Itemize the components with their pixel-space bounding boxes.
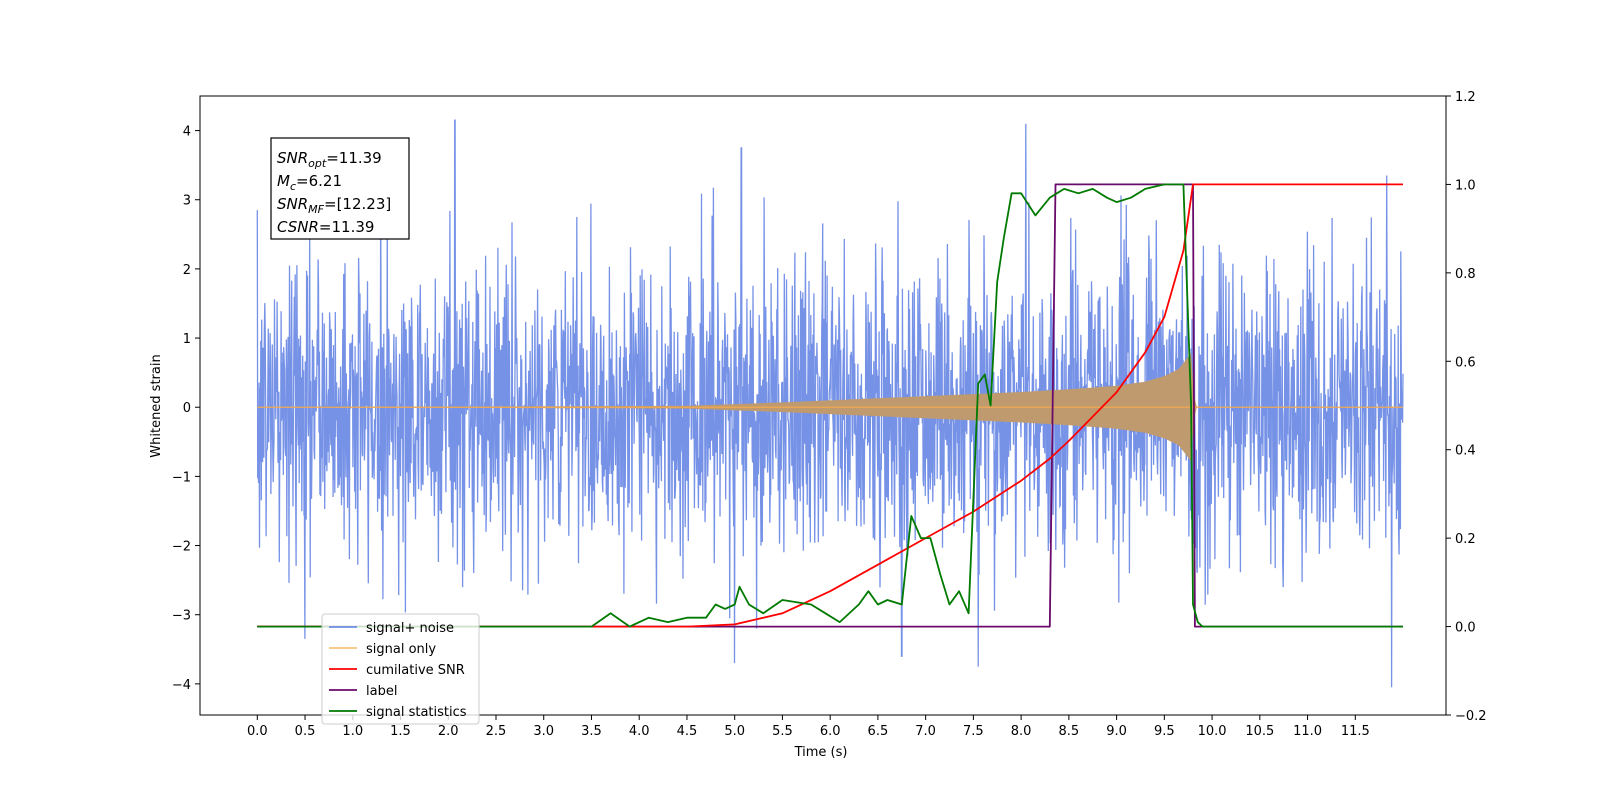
y-axis-label: Whitened strain bbox=[149, 354, 164, 457]
plot-frame bbox=[199, 95, 1447, 716]
legend-label: signal only bbox=[366, 642, 436, 657]
y2-tick-label: 0.4 bbox=[1455, 444, 1476, 459]
legend-label: signal+ noise bbox=[366, 621, 454, 636]
y2-tick-label: 1.0 bbox=[1455, 178, 1476, 193]
y2-tick-label: 0.6 bbox=[1455, 355, 1476, 370]
annotation-line: SNRopt=11.39 bbox=[277, 149, 382, 170]
x-axis-label: Time (s) bbox=[794, 745, 848, 760]
x-tick-label: 10.5 bbox=[1245, 724, 1274, 739]
y-tick-label: 1 bbox=[183, 332, 191, 347]
x-tick-label: 0.5 bbox=[295, 724, 316, 739]
series-layer bbox=[256, 119, 1404, 688]
y-tick-label: 4 bbox=[183, 125, 191, 140]
legend: signal+ noise signal only cumilative SNR la… bbox=[321, 613, 480, 725]
x-tick-label: 6.0 bbox=[820, 724, 841, 739]
legend-label: cumilative SNR bbox=[366, 663, 465, 678]
y-tick-label: 3 bbox=[183, 194, 191, 209]
y2-tick-label: 1.2 bbox=[1455, 90, 1476, 105]
x-tick-label: 9.0 bbox=[1106, 724, 1127, 739]
x-tick-label: 11.5 bbox=[1341, 724, 1370, 739]
x-tick-label: 5.0 bbox=[724, 724, 745, 739]
y2-tick-label: 0.0 bbox=[1455, 621, 1476, 636]
annotation-line: CSNR=11.39 bbox=[277, 218, 374, 236]
x-tick-label: 11.0 bbox=[1293, 724, 1322, 739]
x-tick-label: 3.0 bbox=[533, 724, 554, 739]
y-tick-label: −2 bbox=[172, 540, 191, 555]
x-axis: 0.0 0.5 1.0 1.5 2.0 2.5 3.0 3.5 4.0 4.5 5.0 5.5 6.0 6… bbox=[247, 715, 1370, 739]
y-axis-right: −0.2 0.0 0.2 0.4 0.6 0.8 1.0 1.2 bbox=[1446, 90, 1487, 724]
x-tick-label: 6.5 bbox=[868, 724, 889, 739]
x-tick-label: 7.0 bbox=[915, 724, 936, 739]
x-tick-label: 1.0 bbox=[342, 724, 363, 739]
x-tick-label: 2.5 bbox=[486, 724, 507, 739]
y2-tick-label: −0.2 bbox=[1455, 709, 1487, 724]
x-tick-label: 1.5 bbox=[390, 724, 411, 739]
x-tick-label: 8.0 bbox=[1011, 724, 1032, 739]
y-tick-label: −4 bbox=[172, 678, 191, 693]
x-tick-label: 3.5 bbox=[581, 724, 602, 739]
series-cumulative-snr-line bbox=[257, 183, 1403, 628]
x-tick-label: 4.5 bbox=[677, 724, 698, 739]
legend-label: signal statistics bbox=[366, 705, 467, 720]
legend-frame bbox=[321, 613, 480, 725]
x-tick-label: 7.5 bbox=[963, 724, 984, 739]
y2-tick-label: 0.8 bbox=[1455, 267, 1476, 282]
annotation-frame bbox=[270, 137, 410, 240]
annotation-line: Mc=6.21 bbox=[277, 172, 342, 193]
x-tick-label: 10.0 bbox=[1198, 724, 1227, 739]
x-tick-label: 4.0 bbox=[629, 724, 650, 739]
annotation-line: SNRMF=[12.23] bbox=[277, 195, 391, 216]
x-tick-label: 9.5 bbox=[1154, 724, 1175, 739]
y-axis-left: −4 −3 −2 −1 0 1 2 3 4 bbox=[172, 125, 200, 693]
y-tick-label: 2 bbox=[183, 263, 191, 278]
series-signal-statistics-line bbox=[257, 183, 1403, 628]
y-tick-label: −1 bbox=[172, 470, 191, 485]
legend-label: label bbox=[366, 684, 397, 699]
y2-tick-label: 0.2 bbox=[1455, 532, 1476, 547]
y-tick-label: −3 bbox=[172, 609, 191, 624]
series-signal-noise-line bbox=[256, 119, 1404, 688]
x-tick-label: 0.0 bbox=[247, 724, 268, 739]
y-tick-label: 0 bbox=[183, 401, 191, 416]
x-tick-label: 2.0 bbox=[438, 724, 459, 739]
x-tick-label: 5.5 bbox=[772, 724, 793, 739]
x-tick-label: 8.5 bbox=[1059, 724, 1080, 739]
